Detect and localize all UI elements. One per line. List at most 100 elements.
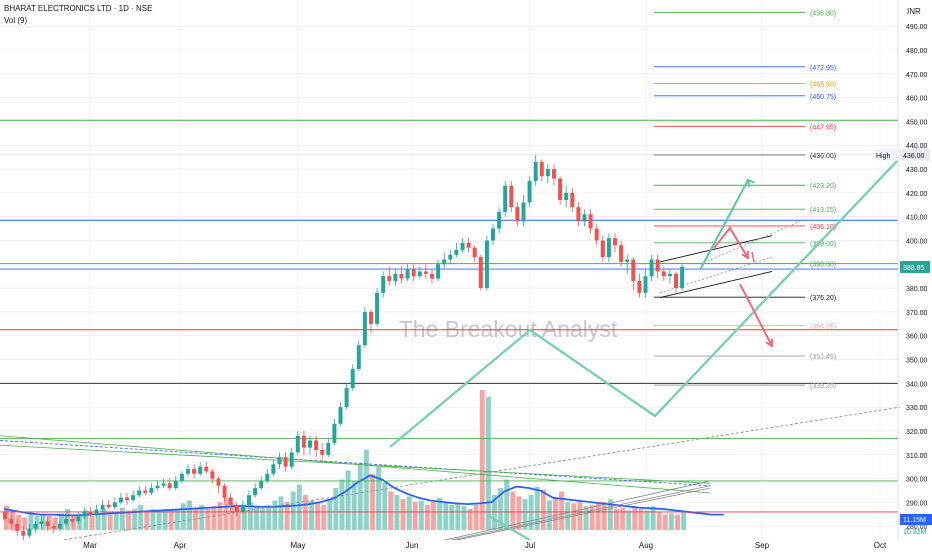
candle-body xyxy=(149,488,154,493)
fib-level-label: (364.25) xyxy=(810,324,836,331)
candle-body xyxy=(314,440,319,450)
volume-bar xyxy=(193,507,199,530)
volume-bar xyxy=(614,509,619,530)
candle-body xyxy=(51,526,56,529)
candles xyxy=(3,154,685,541)
candle-body xyxy=(655,259,660,272)
volume-bar xyxy=(540,489,546,530)
volume-bar xyxy=(284,502,290,530)
candle-body xyxy=(76,516,81,522)
candle-body xyxy=(271,464,276,474)
candle-body xyxy=(637,280,642,293)
price-tick-label: 370.00 xyxy=(906,310,928,317)
volume-bar xyxy=(516,496,522,530)
volume-bar xyxy=(345,470,351,530)
volume-bar xyxy=(321,504,327,530)
fib-level-label: (339.25) xyxy=(810,383,836,390)
candle-body xyxy=(369,311,373,324)
direction-arrow xyxy=(713,226,749,259)
candle-body xyxy=(253,488,258,496)
trend-line-dashed xyxy=(0,440,711,487)
high-value-label: 436.00 xyxy=(903,153,925,160)
candle-body xyxy=(143,490,148,493)
price-tick-label: 400.00 xyxy=(906,238,928,245)
volume-bar xyxy=(162,509,168,530)
volume-bar xyxy=(180,503,186,530)
volume-bar xyxy=(89,516,95,530)
volume-bar xyxy=(119,507,125,530)
price-tick-label: 450.00 xyxy=(906,119,928,126)
projection-path xyxy=(389,159,899,448)
volume-bar xyxy=(278,496,284,530)
volume-bar xyxy=(58,513,64,530)
candle-body xyxy=(228,497,233,505)
candle-body xyxy=(570,192,575,208)
candle-body xyxy=(301,435,306,448)
volume-bar xyxy=(595,503,601,530)
volume-bar xyxy=(333,488,339,530)
price-tick-label: 410.00 xyxy=(906,215,928,222)
volume-bar xyxy=(34,516,40,530)
trend-line xyxy=(403,485,711,551)
volume-bar xyxy=(662,514,668,530)
volume-bar xyxy=(626,510,632,530)
candle-body xyxy=(399,273,404,279)
volume-bar xyxy=(187,500,192,530)
volume-bar xyxy=(601,502,607,530)
volume-bar xyxy=(492,495,497,530)
time-tick-label: May xyxy=(290,541,305,550)
high-label: High xyxy=(876,153,891,160)
candle-body xyxy=(94,509,99,515)
candle-body xyxy=(356,345,361,370)
fib-level-label: (351.45) xyxy=(810,354,836,361)
candle-body xyxy=(491,228,495,241)
fib-level-label: (399.00) xyxy=(810,241,836,248)
candle-body xyxy=(234,504,239,512)
volume-bar xyxy=(205,509,211,530)
candle-body xyxy=(478,257,483,289)
candle-body xyxy=(173,480,178,489)
trend-line-dashed xyxy=(0,406,901,551)
candle-body xyxy=(564,192,569,200)
volume-bar xyxy=(199,504,205,530)
volume-bar xyxy=(577,500,583,530)
volume-bar xyxy=(144,510,150,530)
direction-arrow xyxy=(739,283,773,347)
channel-line xyxy=(659,256,773,294)
time-tick-label: Oct xyxy=(874,541,887,550)
volume-bar xyxy=(431,502,436,530)
candle-body xyxy=(210,471,215,479)
currency-label: INR xyxy=(907,7,921,16)
candle-body xyxy=(186,469,190,474)
volume-bar xyxy=(668,513,674,530)
volume-bar xyxy=(254,506,260,530)
time-tick-label: Aug xyxy=(639,541,653,550)
candle-body xyxy=(661,271,666,277)
price-tick-label: 350.00 xyxy=(906,358,928,365)
volume-bar xyxy=(223,497,229,530)
high-tag xyxy=(874,148,898,161)
volume-bar xyxy=(376,467,382,530)
candle-body xyxy=(484,240,489,289)
volume-bar xyxy=(571,503,577,530)
symbol-title: BHARAT ELECTRONICS LTD · 1D · NSE xyxy=(4,4,153,13)
fib-level-label: (472.95) xyxy=(810,65,836,72)
price-tick-label: 290.00 xyxy=(906,500,928,507)
candle-body xyxy=(179,473,184,481)
volume-bar xyxy=(424,504,430,530)
volume-bar xyxy=(272,500,278,530)
candle-body xyxy=(667,273,672,277)
candle-body xyxy=(405,269,410,279)
candle-body xyxy=(33,523,38,529)
volume-bar xyxy=(107,514,113,530)
fib-level-label: (406.10) xyxy=(810,224,836,231)
candle-body xyxy=(362,311,367,346)
candle-body xyxy=(625,259,630,262)
candle-body xyxy=(539,161,544,177)
volume-bar xyxy=(315,502,321,530)
fib-level-label: (376.20) xyxy=(810,295,836,302)
volume-bar xyxy=(83,510,89,530)
volume-bar xyxy=(388,491,394,530)
